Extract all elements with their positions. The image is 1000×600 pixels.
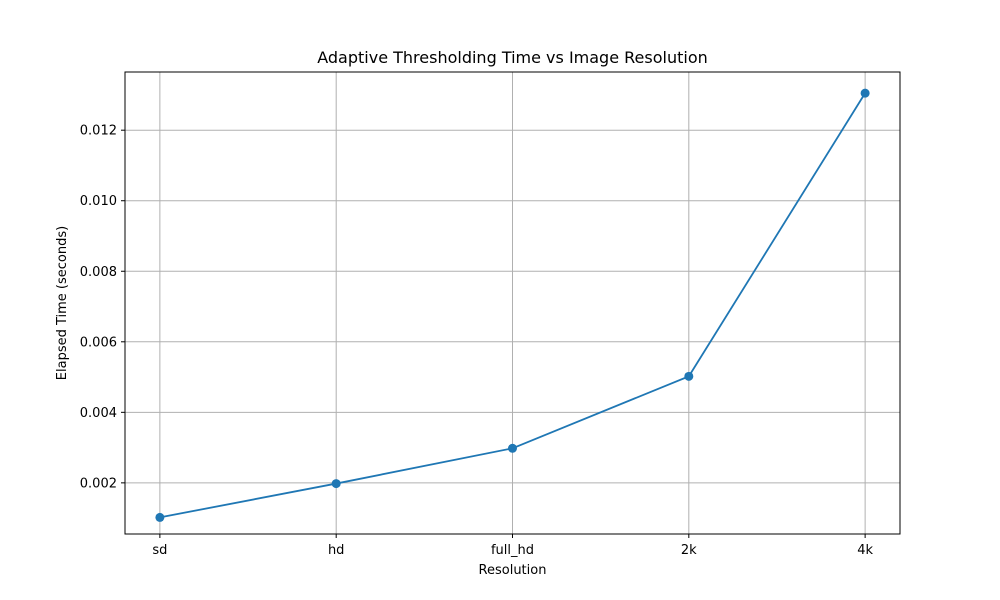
chart-title: Adaptive Thresholding Time vs Image Reso…: [317, 48, 708, 67]
y-tick-label: 0.006: [80, 335, 117, 350]
x-tick-label: hd: [328, 543, 345, 558]
x-tick-label: sd: [152, 543, 167, 558]
y-axis-title: Elapsed Time (seconds): [55, 226, 70, 380]
x-axis-title: Resolution: [479, 563, 547, 578]
x-tick-label: full_hd: [491, 543, 534, 558]
data-point: [331, 479, 341, 489]
x-tick-label: 4k: [857, 543, 873, 558]
y-tick-label: 0.010: [80, 194, 117, 209]
grid-lines: [125, 72, 900, 534]
data-point: [508, 443, 517, 453]
data-point: [860, 88, 870, 98]
y-tick-label: 0.012: [80, 124, 117, 139]
series-markers: [155, 88, 870, 522]
data-point: [684, 371, 694, 381]
y-tick-label: 0.002: [80, 476, 117, 491]
y-tick-label: 0.004: [80, 406, 117, 421]
x-axis-ticks: sd hd full_hd 2k 4k: [152, 534, 873, 558]
data-point: [155, 512, 165, 522]
y-tick-label: 0.008: [80, 265, 117, 280]
y-axis-ticks: 0.002 0.004 0.006 0.008 0.010 0.012: [80, 124, 125, 491]
x-tick-label: 2k: [681, 543, 697, 558]
